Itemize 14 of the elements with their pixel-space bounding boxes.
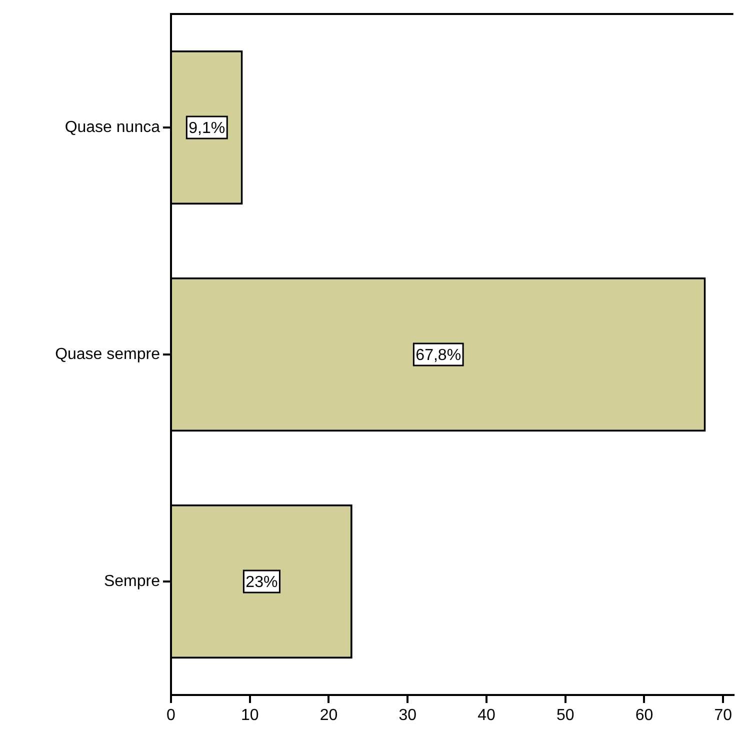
x-tick-label: 0 (166, 707, 176, 724)
x-tick-label: 70 (714, 707, 732, 724)
y-tick-label: Sempre (104, 572, 160, 590)
x-tick-label: 40 (478, 707, 496, 724)
x-tick-label: 50 (556, 707, 574, 724)
x-tick-label: 60 (635, 707, 654, 724)
data-label: 23% (246, 574, 278, 591)
data-label: 67,8% (416, 346, 462, 364)
x-tick-label: 10 (240, 707, 259, 724)
y-tick-label: Quase sempre (55, 346, 160, 363)
x-tick-label: 20 (320, 707, 338, 724)
x-tick-label: 30 (398, 707, 417, 724)
data-label: 9,1% (188, 120, 226, 137)
y-tick-label: Quase nunca (64, 118, 160, 136)
